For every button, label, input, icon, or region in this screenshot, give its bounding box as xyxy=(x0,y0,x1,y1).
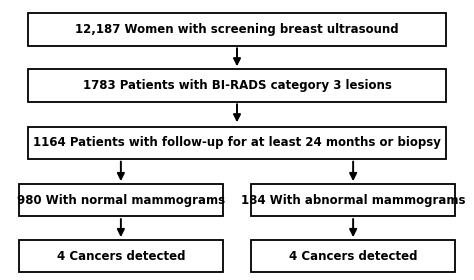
Text: 1164 Patients with follow-up for at least 24 months or biopsy: 1164 Patients with follow-up for at leas… xyxy=(33,136,441,149)
FancyBboxPatch shape xyxy=(19,184,223,216)
Text: 980 With normal mammograms: 980 With normal mammograms xyxy=(17,194,225,207)
Text: 1783 Patients with BI-RADS category 3 lesions: 1783 Patients with BI-RADS category 3 le… xyxy=(82,79,392,92)
FancyBboxPatch shape xyxy=(251,184,455,216)
FancyBboxPatch shape xyxy=(28,13,446,45)
FancyBboxPatch shape xyxy=(19,240,223,272)
Text: 12,187 Women with screening breast ultrasound: 12,187 Women with screening breast ultra… xyxy=(75,23,399,36)
Text: 4 Cancers detected: 4 Cancers detected xyxy=(56,250,185,263)
FancyBboxPatch shape xyxy=(28,127,446,159)
Text: 4 Cancers detected: 4 Cancers detected xyxy=(289,250,418,263)
FancyBboxPatch shape xyxy=(251,240,455,272)
FancyBboxPatch shape xyxy=(28,69,446,102)
Text: 184 With abnormal mammograms: 184 With abnormal mammograms xyxy=(241,194,465,207)
